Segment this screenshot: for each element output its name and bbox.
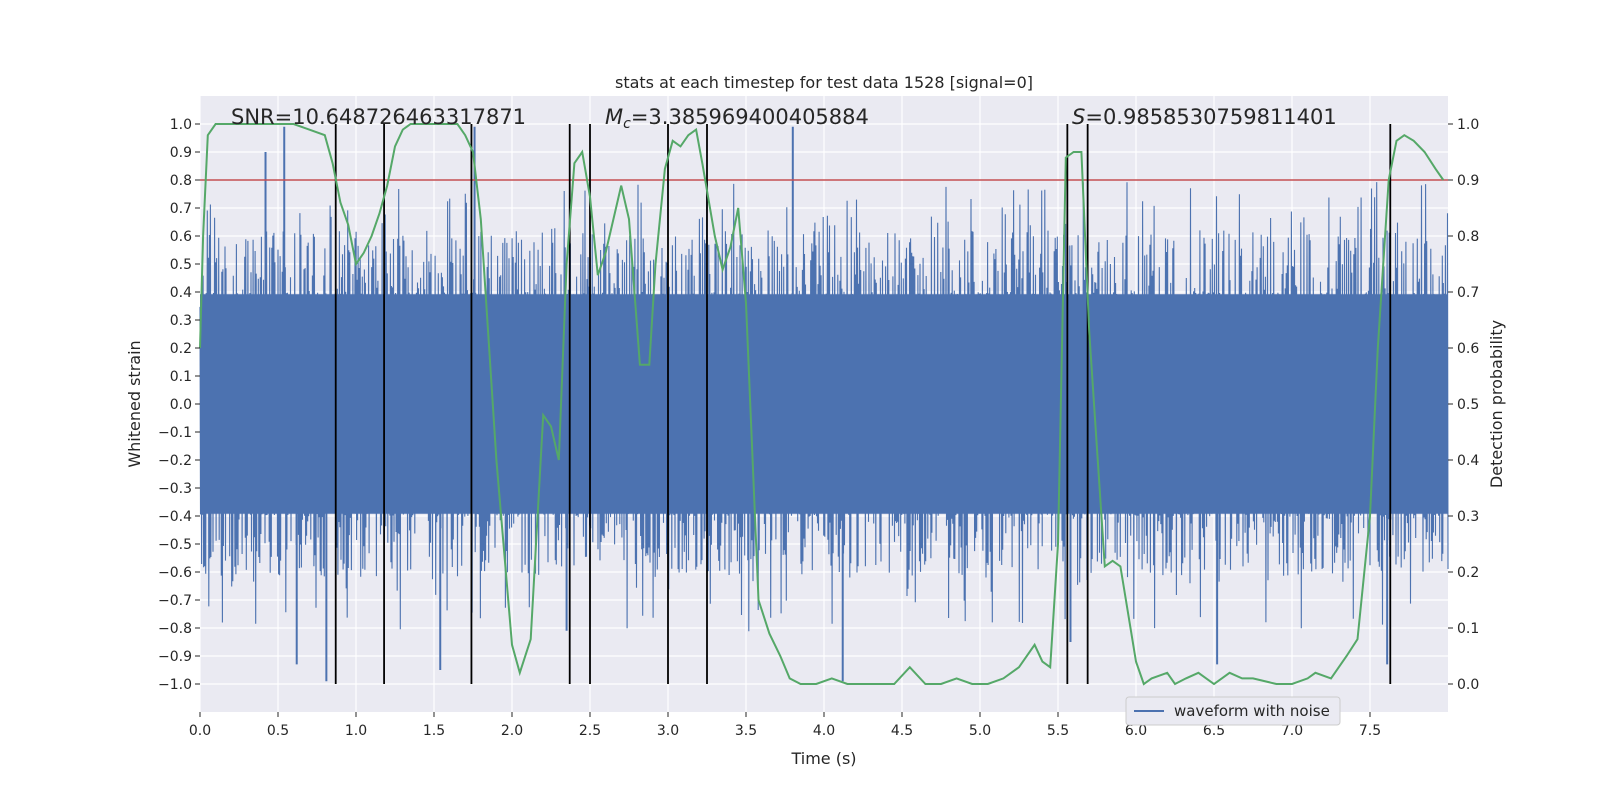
chirp-mass-value: =3.385969400405884 xyxy=(631,105,869,129)
s-symbol: S xyxy=(1072,105,1085,129)
legend-box xyxy=(1125,696,1341,726)
strain-series xyxy=(199,126,1449,682)
y2-tick-label: 0.4 xyxy=(1457,453,1479,469)
x-tick-label: 6.0 xyxy=(1125,723,1147,739)
x-tick-label: 4.5 xyxy=(891,723,913,739)
x-tick-label: 2.5 xyxy=(579,723,601,739)
y-tick-label: 0.2 xyxy=(170,341,192,357)
y-tick-label: 0.0 xyxy=(170,397,192,413)
x-axis-ticks: 0.0 0.5 1.0 1.5 2.0 2.5 3.0 3.5 4.0 4.5 5.0 5.5 6.0 6… xyxy=(189,712,1381,739)
x-tick-label: 5.0 xyxy=(969,723,991,739)
x-tick-label: 7.0 xyxy=(1281,723,1303,739)
probability-line xyxy=(199,123,1445,686)
probability-series xyxy=(199,123,1445,686)
y-tick-label: −0.2 xyxy=(158,453,192,469)
legend: waveform with noise xyxy=(1125,696,1341,726)
y-tick-label: −0.9 xyxy=(158,649,192,665)
y2-tick-label: 0.2 xyxy=(1457,565,1479,581)
legend-label: waveform with noise xyxy=(1174,702,1330,720)
y-tick-label: −1.0 xyxy=(158,677,192,693)
x-tick-label: 0.0 xyxy=(189,723,211,739)
y2-tick-label: 0.3 xyxy=(1457,509,1479,525)
chirp-mass-annotation: Mc=3.385969400405884 xyxy=(605,105,869,132)
y2-tick-label: 0.5 xyxy=(1457,397,1479,413)
y-axis-label: Whitened strain xyxy=(125,340,144,467)
y-tick-label: 1.0 xyxy=(170,117,192,133)
chirp-mass-symbol: M xyxy=(605,105,623,129)
y2-tick-label: 0.1 xyxy=(1457,621,1479,637)
y-tick-label: 0.7 xyxy=(170,201,192,217)
y2-tick-label: 1.0 xyxy=(1457,117,1479,133)
x-tick-label: 3.0 xyxy=(657,723,679,739)
y2-axis-ticks: 1.0 0.9 0.8 0.7 0.6 0.5 0.4 0.3 0.2 0.1 0.0 xyxy=(1448,117,1479,693)
y-tick-label: −0.6 xyxy=(158,565,192,581)
y-axis-ticks: 1.0 0.9 0.8 0.7 0.6 0.5 0.4 0.3 0.2 0.1 0.0 −0.1 −0.… xyxy=(158,117,200,693)
y-tick-label: 0.1 xyxy=(170,369,192,385)
strain-core-band xyxy=(200,294,1448,514)
x-tick-label: 4.0 xyxy=(813,723,835,739)
y-tick-label: 0.3 xyxy=(170,313,192,329)
y-tick-label: 0.4 xyxy=(170,285,192,301)
y-tick-label: −0.4 xyxy=(158,509,192,525)
x-tick-label: 3.5 xyxy=(735,723,757,739)
x-tick-label: 0.5 xyxy=(267,723,289,739)
y2-axis-label: Detection probability xyxy=(1487,320,1506,488)
x-tick-label: 2.0 xyxy=(501,723,523,739)
y-tick-label: −0.3 xyxy=(158,481,192,497)
chirp-mass-subscript: c xyxy=(623,116,631,132)
y2-tick-label: 0.7 xyxy=(1457,285,1479,301)
x-tick-label: 1.5 xyxy=(423,723,445,739)
y2-tick-label: 0.8 xyxy=(1457,229,1479,245)
y2-tick-label: 0.6 xyxy=(1457,341,1479,357)
s-annotation: S=0.9858530759811401 xyxy=(1072,105,1337,129)
y-tick-label: 0.5 xyxy=(170,257,192,273)
snr-annotation: SNR=10.648726463317871 xyxy=(231,105,526,129)
y-tick-label: −0.5 xyxy=(158,537,192,553)
x-axis-label: Time (s) xyxy=(790,749,856,768)
y-tick-label: 0.9 xyxy=(170,145,192,161)
x-tick-label: 1.0 xyxy=(345,723,367,739)
y-tick-label: −0.7 xyxy=(158,593,192,609)
chart-title: stats at each timestep for test data 152… xyxy=(615,73,1033,92)
y-tick-label: −0.1 xyxy=(158,425,192,441)
x-tick-label: 7.5 xyxy=(1359,723,1381,739)
y-tick-label: 0.6 xyxy=(170,229,192,245)
x-tick-label: 6.5 xyxy=(1203,723,1225,739)
s-value: =0.9858530759811401 xyxy=(1085,105,1336,129)
y2-tick-label: 0.9 xyxy=(1457,173,1479,189)
x-tick-label: 5.5 xyxy=(1047,723,1069,739)
y2-tick-label: 0.0 xyxy=(1457,677,1479,693)
y-tick-label: −0.8 xyxy=(158,621,192,637)
y-tick-label: 0.8 xyxy=(170,173,192,189)
